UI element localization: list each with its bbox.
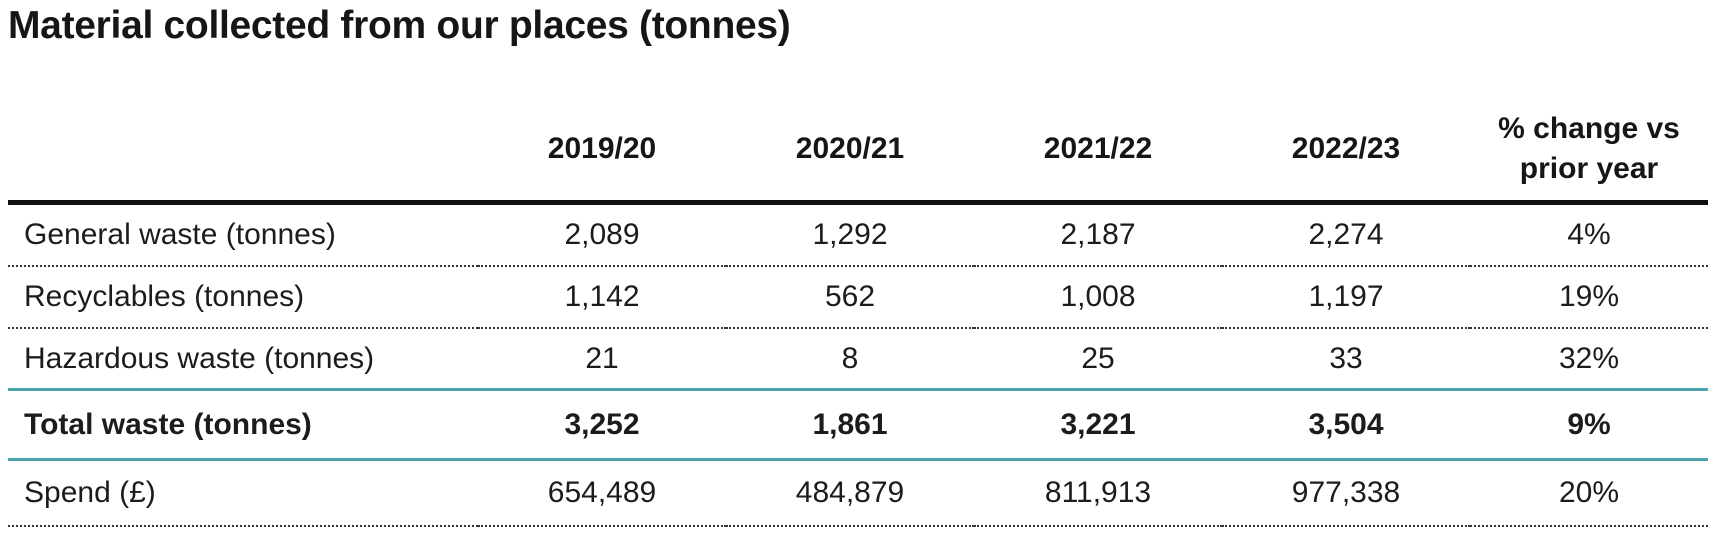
header-percent-change: % change vs prior year bbox=[1470, 98, 1708, 205]
cell-2021-22: 2,187 bbox=[974, 202, 1222, 267]
header-2020-21: 2020/21 bbox=[726, 98, 974, 205]
cell-2021-22: 3,221 bbox=[974, 389, 1222, 461]
row-label: Recyclables (tonnes) bbox=[8, 266, 478, 329]
cell-percent-change: 4% bbox=[1470, 202, 1708, 267]
cell-2021-22: 811,913 bbox=[974, 459, 1222, 527]
cell-2022-23: 1,197 bbox=[1222, 266, 1470, 329]
row-label: Hazardous waste (tonnes) bbox=[8, 328, 478, 391]
cell-2022-23: 977,338 bbox=[1222, 459, 1470, 527]
cell-percent-change: 9% bbox=[1470, 389, 1708, 461]
cell-2022-23: 2,274 bbox=[1222, 202, 1470, 267]
cell-2022-23: 33 bbox=[1222, 328, 1470, 391]
header-2022-23: 2022/23 bbox=[1222, 98, 1470, 205]
cell-2020-21: 1,292 bbox=[726, 202, 974, 267]
cell-2020-21: 484,879 bbox=[726, 459, 974, 527]
row-label: General waste (tonnes) bbox=[8, 202, 478, 267]
table-row-general-waste: General waste (tonnes) 2,089 1,292 2,187… bbox=[8, 202, 1708, 267]
cell-2020-21: 562 bbox=[726, 266, 974, 329]
table-body: General waste (tonnes) 2,089 1,292 2,187… bbox=[8, 202, 1708, 527]
cell-2021-22: 25 bbox=[974, 328, 1222, 391]
page-title: Material collected from our places (tonn… bbox=[8, 4, 791, 47]
header-2019-20: 2019/20 bbox=[478, 98, 726, 205]
cell-2019-20: 654,489 bbox=[478, 459, 726, 527]
cell-percent-change: 19% bbox=[1470, 266, 1708, 329]
cell-percent-change: 32% bbox=[1470, 328, 1708, 391]
header-2021-22: 2021/22 bbox=[974, 98, 1222, 205]
cell-2019-20: 1,142 bbox=[478, 266, 726, 329]
table-row-hazardous-waste: Hazardous waste (tonnes) 21 8 25 33 32% bbox=[8, 328, 1708, 391]
cell-2022-23: 3,504 bbox=[1222, 389, 1470, 461]
cell-2020-21: 8 bbox=[726, 328, 974, 391]
waste-table: 2019/20 2020/21 2021/22 2022/23 % change… bbox=[8, 98, 1708, 527]
row-label: Total waste (tonnes) bbox=[8, 389, 478, 461]
cell-2019-20: 2,089 bbox=[478, 202, 726, 267]
table-row-recyclables: Recyclables (tonnes) 1,142 562 1,008 1,1… bbox=[8, 266, 1708, 329]
header-row: 2019/20 2020/21 2021/22 2022/23 % change… bbox=[8, 98, 1708, 205]
table-row-total-waste: Total waste (tonnes) 3,252 1,861 3,221 3… bbox=[8, 389, 1708, 461]
table-header: 2019/20 2020/21 2021/22 2022/23 % change… bbox=[8, 98, 1708, 205]
table-row-spend: Spend (£) 654,489 484,879 811,913 977,33… bbox=[8, 459, 1708, 527]
header-label-cell bbox=[8, 98, 478, 205]
cell-percent-change: 20% bbox=[1470, 459, 1708, 527]
cell-2020-21: 1,861 bbox=[726, 389, 974, 461]
cell-2021-22: 1,008 bbox=[974, 266, 1222, 329]
cell-2019-20: 21 bbox=[478, 328, 726, 391]
cell-2019-20: 3,252 bbox=[478, 389, 726, 461]
row-label: Spend (£) bbox=[8, 459, 478, 527]
